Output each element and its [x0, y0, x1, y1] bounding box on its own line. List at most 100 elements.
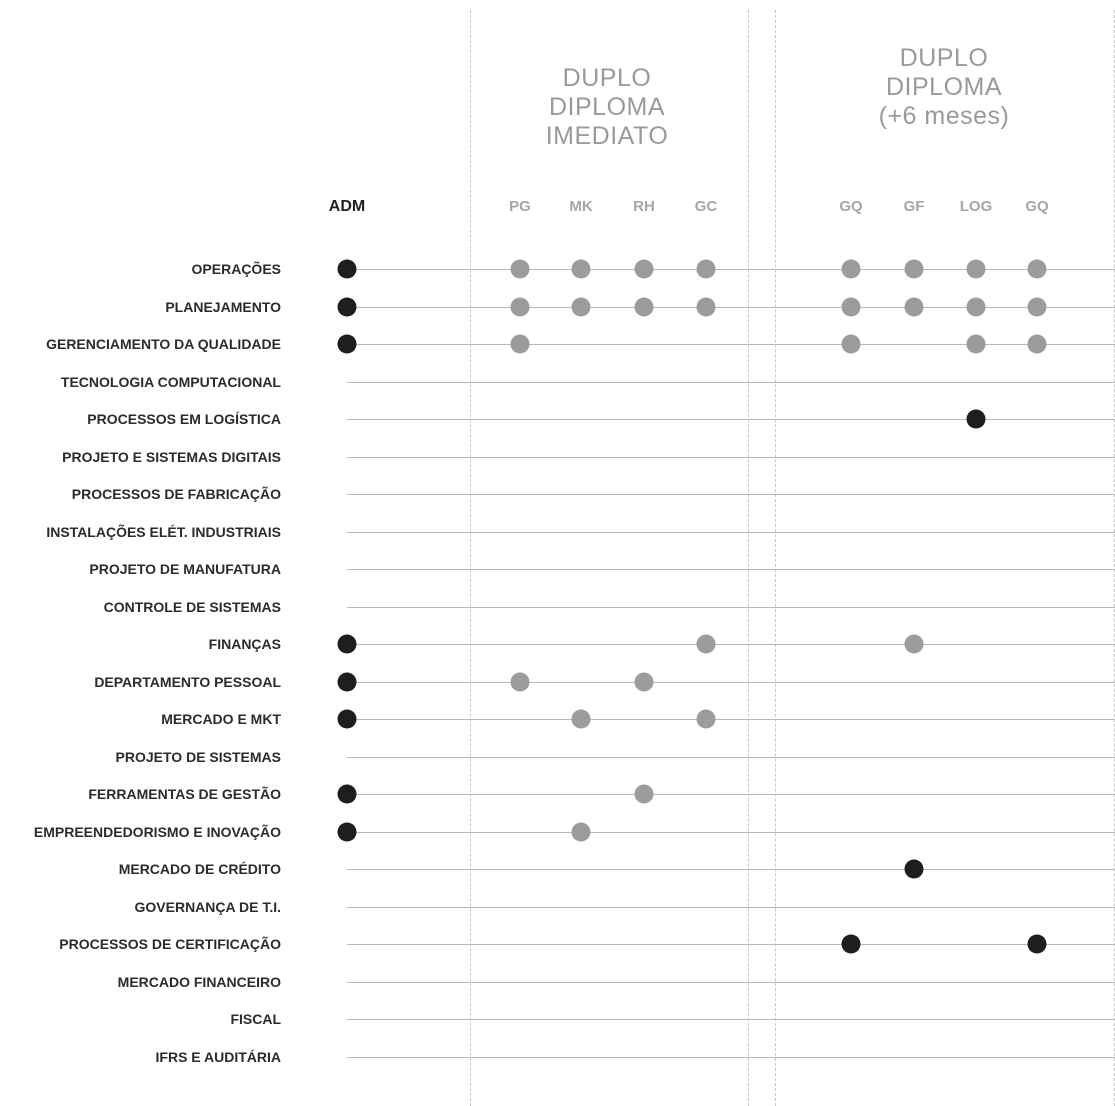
secondary-dot	[841, 334, 861, 354]
row-label: MERCADO DE CRÉDITO	[118, 861, 281, 877]
primary-dot	[966, 409, 986, 429]
secondary-dot	[696, 709, 716, 729]
row-label: GERENCIAMENTO DA QUALIDADE	[46, 336, 281, 352]
secondary-dot	[696, 634, 716, 654]
secondary-dot	[634, 672, 654, 692]
group-title-line: DUPLO	[562, 64, 652, 92]
row-line	[347, 944, 1115, 945]
primary-dot	[337, 672, 357, 692]
column-header-gf: GF	[903, 198, 925, 215]
row-line	[347, 607, 1115, 608]
row-label: PROJETO DE MANUFATURA	[89, 561, 281, 577]
row-line	[347, 869, 1115, 870]
row-label: CONTROLE DE SISTEMAS	[103, 599, 281, 615]
primary-dot	[1027, 934, 1047, 954]
row-line	[347, 832, 1115, 833]
primary-dot	[337, 297, 357, 317]
secondary-dot	[966, 259, 986, 279]
row-line	[347, 344, 1115, 345]
row-line	[347, 907, 1115, 908]
secondary-dot	[1027, 334, 1047, 354]
secondary-dot	[571, 822, 591, 842]
secondary-dot	[571, 297, 591, 317]
column-header-mk: MK	[569, 198, 593, 215]
primary-dot	[337, 822, 357, 842]
column-header-rh: RH	[633, 198, 655, 215]
secondary-dot	[510, 259, 530, 279]
row-line	[347, 794, 1115, 795]
group-title-line: (+6 meses)	[878, 102, 1010, 130]
secondary-dot	[571, 259, 591, 279]
primary-dot	[841, 934, 861, 954]
row-line	[347, 269, 1115, 270]
row-label: EMPREENDEDORISMO E INOVAÇÃO	[33, 824, 281, 840]
row-label: MERCADO E MKT	[161, 711, 281, 727]
row-line	[347, 532, 1115, 533]
column-header-gc: GC	[694, 198, 718, 215]
secondary-dot	[904, 634, 924, 654]
column-header-adm: ADM	[328, 198, 366, 215]
row-label: PROCESSOS DE CERTIFICAÇÃO	[59, 936, 281, 952]
row-line	[347, 982, 1115, 983]
group-title-immediate: DUPLO DIPLOMA IMEDIATO	[487, 64, 727, 151]
secondary-dot	[510, 334, 530, 354]
row-label: DEPARTAMENTO PESSOAL	[94, 674, 281, 690]
row-label: PROCESSOS EM LOGÍSTICA	[87, 411, 281, 427]
group-title-line: DIPLOMA	[885, 73, 1003, 101]
column-header-gq: GQ	[839, 198, 863, 215]
row-label: PROJETO E SISTEMAS DIGITAIS	[62, 449, 281, 465]
secondary-dot	[634, 784, 654, 804]
row-line	[347, 757, 1115, 758]
secondary-dot	[841, 259, 861, 279]
row-label: FISCAL	[230, 1011, 281, 1027]
group-title-line: DUPLO	[899, 44, 989, 72]
row-line	[347, 419, 1115, 420]
primary-dot	[337, 634, 357, 654]
group-title-line: DIPLOMA	[548, 93, 666, 121]
primary-dot	[337, 709, 357, 729]
secondary-dot	[904, 259, 924, 279]
secondary-dot	[696, 259, 716, 279]
secondary-dot	[510, 297, 530, 317]
secondary-dot	[634, 297, 654, 317]
row-line	[347, 382, 1115, 383]
row-label: TECNOLOGIA COMPUTACIONAL	[60, 374, 281, 390]
group-title-line: IMEDIATO	[545, 122, 669, 150]
row-label: FERRAMENTAS DE GESTÃO	[88, 786, 281, 802]
row-label: FINANÇAS	[208, 636, 281, 652]
row-line	[347, 569, 1115, 570]
column-header-gq-2: GQ	[1025, 198, 1049, 215]
secondary-dot	[841, 297, 861, 317]
group-title-six-months: DUPLO DIPLOMA (+6 meses)	[824, 44, 1064, 131]
row-label: IFRS E AUDITÁRIA	[155, 1049, 281, 1065]
secondary-dot	[634, 259, 654, 279]
primary-dot	[904, 859, 924, 879]
primary-dot	[337, 784, 357, 804]
row-label: GOVERNANÇA DE T.I.	[134, 899, 282, 915]
separator-line	[775, 10, 776, 1106]
secondary-dot	[966, 334, 986, 354]
separator-line	[470, 10, 471, 1106]
primary-dot	[337, 334, 357, 354]
row-line	[347, 307, 1115, 308]
secondary-dot	[966, 297, 986, 317]
column-header-log: LOG	[959, 198, 993, 215]
row-line	[347, 1019, 1115, 1020]
row-line	[347, 457, 1115, 458]
row-label: PROCESSOS DE FABRICAÇÃO	[71, 486, 281, 502]
row-label: INSTALAÇÕES ELÉT. INDUSTRIAIS	[46, 524, 281, 540]
secondary-dot	[571, 709, 591, 729]
secondary-dot	[1027, 297, 1047, 317]
primary-dot	[337, 259, 357, 279]
row-line	[347, 494, 1115, 495]
secondary-dot	[1027, 259, 1047, 279]
secondary-dot	[904, 297, 924, 317]
row-line	[347, 1057, 1115, 1058]
row-line	[347, 719, 1115, 720]
row-line	[347, 644, 1115, 645]
separator-line	[748, 10, 749, 1106]
row-label: PROJETO DE SISTEMAS	[115, 749, 281, 765]
secondary-dot	[510, 672, 530, 692]
row-label: PLANEJAMENTO	[165, 299, 281, 315]
